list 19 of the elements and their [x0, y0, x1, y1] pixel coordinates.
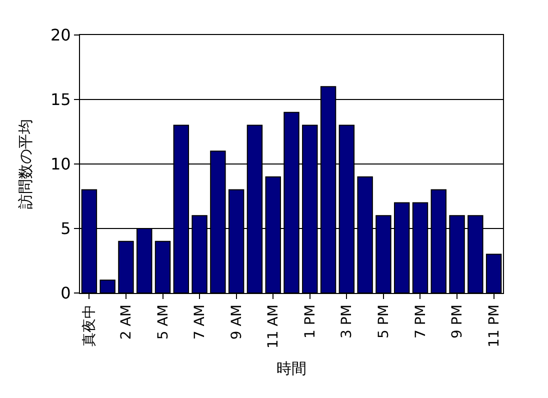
x-tick-label: 真夜中 [82, 304, 98, 347]
x-tick-label: 5 PM [376, 304, 392, 338]
y-tick-label: 0 [60, 284, 71, 303]
x-tick-label: 5 AM [155, 304, 172, 340]
x-tick-label: 2 AM [118, 304, 135, 340]
y-tick-label: 10 [50, 154, 71, 174]
y-axis-title: 訪問数の平均 [16, 119, 35, 209]
x-tick-label: 7 AM [192, 304, 208, 340]
x-tick-label: 9 PM [450, 304, 466, 338]
x-tick-label: 3 PM [339, 304, 356, 338]
x-tick-label: 11 AM [266, 304, 282, 349]
x-tick-label: 7 PM [412, 304, 429, 338]
y-tick-label: 5 [60, 219, 71, 238]
x-tick-label: 9 AM [228, 304, 245, 340]
x-axis-title: 時間 [276, 360, 306, 378]
y-tick-label: 20 [50, 26, 71, 45]
y-tick-label: 15 [50, 90, 71, 110]
x-tick-label: 1 PM [302, 304, 318, 338]
x-tick-label: 11 PM [486, 304, 502, 348]
